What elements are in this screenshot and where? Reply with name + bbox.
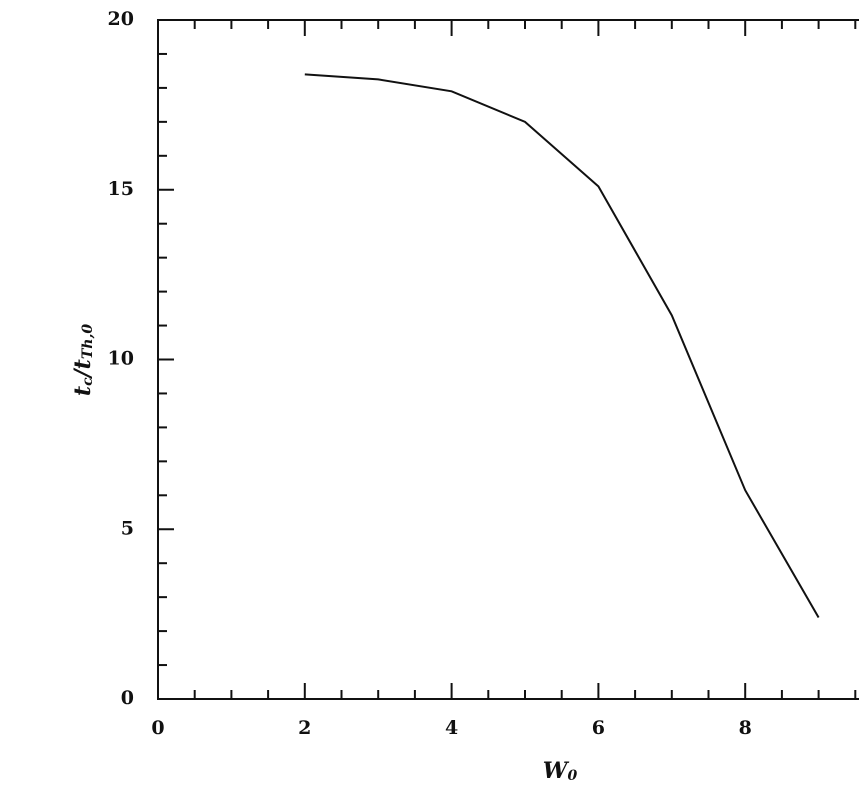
y-tick-label: 0 bbox=[121, 687, 134, 709]
y-axis-label-sub: Th,0 bbox=[80, 324, 96, 359]
data-line bbox=[304, 73, 820, 619]
x-tick-label: 6 bbox=[592, 717, 605, 739]
y-axis-label-part: t bbox=[70, 386, 96, 396]
x-axis-label-main: W bbox=[543, 758, 570, 784]
x-tick-label: 0 bbox=[151, 717, 164, 739]
y-axis-label-part: /t bbox=[70, 359, 96, 379]
y-axis-label: tc/tTh,0 bbox=[70, 324, 96, 396]
y-tick-label: 5 bbox=[121, 517, 134, 539]
x-axis-label-sub: 0 bbox=[567, 768, 577, 784]
y-tick-label: 20 bbox=[108, 8, 134, 30]
x-tick-label: 4 bbox=[445, 717, 458, 739]
x-axis-label: W0 bbox=[543, 758, 578, 784]
y-axis-label-sub: c bbox=[80, 377, 96, 386]
x-tick-label: 2 bbox=[298, 717, 311, 739]
y-tick-label: 15 bbox=[108, 178, 134, 200]
plot-frame bbox=[157, 19, 859, 700]
y-tick-label: 10 bbox=[108, 348, 134, 370]
x-tick-label: 8 bbox=[739, 717, 752, 739]
